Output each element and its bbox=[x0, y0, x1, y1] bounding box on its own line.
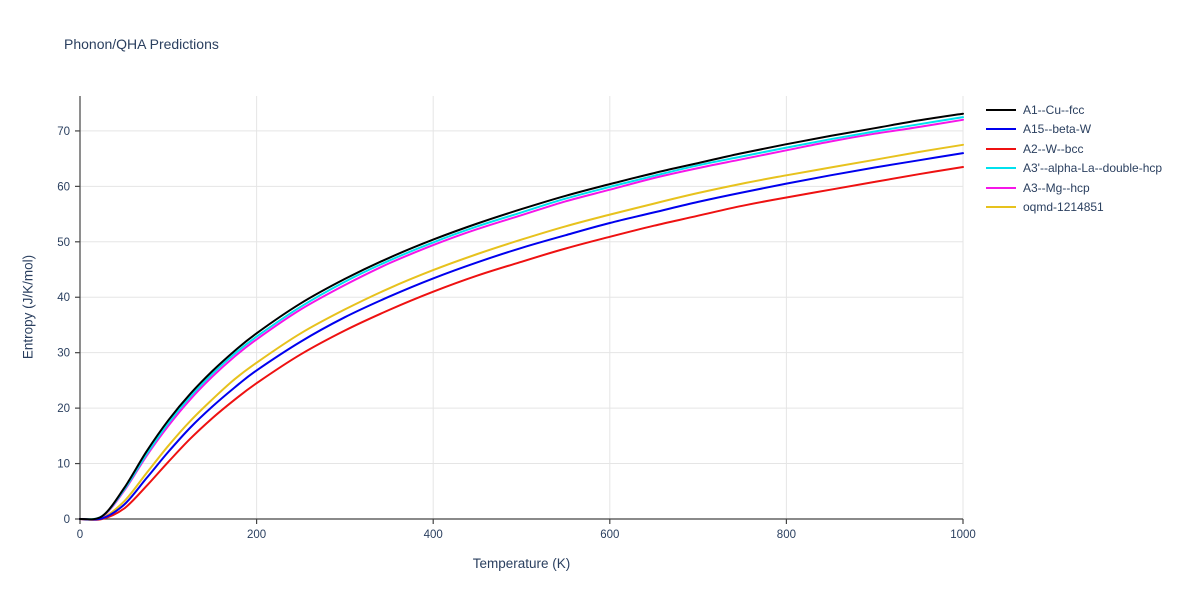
legend-label: A3'--alpha-La--double-hcp bbox=[1023, 161, 1163, 176]
legend-item-A3'--alpha-La--double-hcp[interactable]: A3'--alpha-La--double-hcp bbox=[986, 159, 1162, 179]
legend-item-A15--beta-W[interactable]: A15--beta-W bbox=[986, 120, 1162, 140]
series-line-A15--beta-W bbox=[79, 152, 964, 521]
y-tick-label: 20 bbox=[57, 403, 70, 415]
x-tick-label: 400 bbox=[424, 529, 443, 541]
x-axis-label: Temperature (K) bbox=[472, 556, 571, 571]
axes bbox=[79, 96, 963, 520]
x-tick-label: 200 bbox=[247, 529, 266, 541]
legend-item-oqmd-1214851[interactable]: oqmd-1214851 bbox=[986, 198, 1162, 218]
series-curves bbox=[79, 112, 964, 521]
legend-line-sample bbox=[986, 147, 1016, 150]
x-tick-label: 1000 bbox=[950, 529, 976, 541]
legend-item-A3--Mg--hcp[interactable]: A3--Mg--hcp bbox=[986, 178, 1162, 198]
legend-label: A15--beta-W bbox=[1023, 122, 1092, 137]
y-tick-label: 0 bbox=[64, 514, 70, 526]
legend-line-sample bbox=[986, 206, 1016, 209]
legend-label: oqmd-1214851 bbox=[1023, 200, 1104, 215]
chart-title: Phonon/QHA Predictions bbox=[64, 36, 219, 52]
legend-line-sample bbox=[986, 167, 1016, 170]
legend-item-A2--W--bcc[interactable]: A2--W--bcc bbox=[986, 139, 1162, 159]
y-tick-label: 50 bbox=[57, 237, 70, 249]
series-line-A2--W--bcc bbox=[79, 166, 964, 521]
x-tick-label: 600 bbox=[600, 529, 619, 541]
x-tick-label: 800 bbox=[777, 529, 796, 541]
y-tick-label: 30 bbox=[57, 348, 70, 360]
y-tick-label: 10 bbox=[57, 459, 70, 471]
series-line-A1--Cu--fcc bbox=[79, 112, 964, 521]
gridlines bbox=[80, 96, 964, 519]
legend-line-sample bbox=[986, 128, 1016, 131]
y-tick-label: 60 bbox=[57, 181, 70, 193]
series-line-oqmd-1214851 bbox=[79, 143, 964, 521]
series-line-A3--Mg--hcp bbox=[79, 118, 964, 521]
series-line-A3'--alpha-La--double-hcp bbox=[79, 116, 964, 521]
legend: A1--Cu--fcc A15--beta-W A2--W--bcc A3'--alp… bbox=[986, 100, 1162, 217]
y-axis-label: Entropy (J/K/mol) bbox=[20, 254, 36, 360]
legend-line-sample bbox=[986, 108, 1016, 111]
y-tick-label: 40 bbox=[57, 292, 70, 304]
x-tick-label: 0 bbox=[77, 529, 83, 541]
legend-line-sample bbox=[986, 186, 1016, 189]
legend-item-A1--Cu--fcc[interactable]: A1--Cu--fcc bbox=[986, 100, 1162, 120]
legend-label: A3--Mg--hcp bbox=[1023, 180, 1090, 195]
y-tick-label: 70 bbox=[57, 126, 70, 138]
tick-labels: 0 200 400 600 800 1000 0 10 20 30 40 50 60 70 bbox=[57, 126, 976, 541]
legend-label: A1--Cu--fcc bbox=[1023, 102, 1085, 117]
legend-label: A2--W--bcc bbox=[1023, 141, 1084, 156]
